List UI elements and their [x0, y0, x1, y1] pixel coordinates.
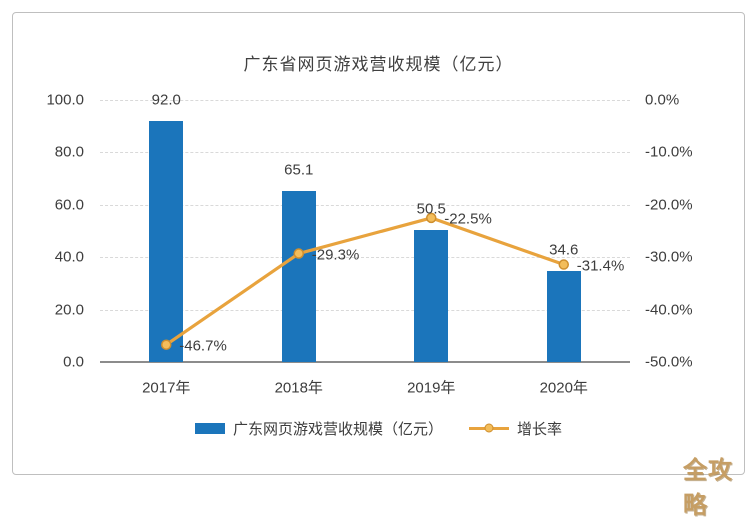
legend: 广东网页游戏营收规模（亿元） 增长率 [12, 418, 745, 439]
line-marker [426, 212, 437, 224]
growth-rate-line [161, 212, 569, 350]
bar-swatch-icon [194, 422, 225, 434]
legend-revenue-label: 广东网页游戏营收规模（亿元） [232, 420, 443, 438]
line-marker-icon [484, 423, 494, 433]
chart-frame [12, 12, 745, 475]
line-marker [161, 339, 172, 350]
chart-title: 广东省网页游戏营收规模（亿元） [243, 55, 514, 74]
line-swatch-icon [469, 423, 509, 433]
legend-item-growth: 增长率 [469, 418, 562, 439]
legend-growth-label: 增长率 [517, 420, 563, 438]
legend-item-revenue: 广东网页游戏营收规模（亿元） [194, 418, 443, 439]
watermark: 全攻略 [683, 457, 733, 519]
line-marker [293, 248, 304, 259]
line-marker [558, 259, 569, 270]
